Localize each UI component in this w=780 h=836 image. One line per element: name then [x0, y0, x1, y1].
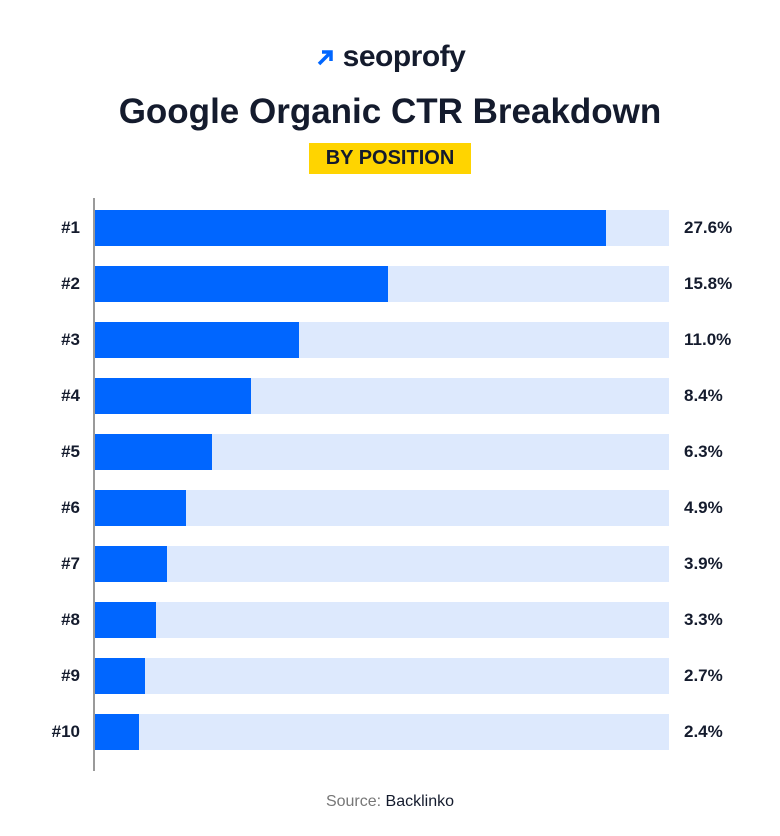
bar [95, 602, 157, 638]
data-label: 2.7% [684, 666, 723, 685]
bar [95, 658, 145, 694]
logo: seoprofy [0, 40, 780, 74]
bar-row: #8 3.3% [0, 602, 780, 638]
bar-track [95, 490, 669, 526]
category-label: #2 [61, 274, 80, 293]
data-label: 3.9% [684, 554, 723, 573]
chart-subtitle: BY POSITION [309, 143, 471, 174]
bar-track [95, 714, 669, 750]
source-label: Source: [325, 793, 382, 810]
bar [95, 322, 299, 358]
data-label: 15.8% [684, 274, 733, 293]
data-label: 11.0% [684, 330, 732, 349]
bar-row: #3 11.0% [0, 322, 780, 358]
bar-row: #5 6.3% [0, 434, 780, 470]
category-label: #7 [61, 554, 80, 573]
data-label: 8.4% [684, 386, 723, 405]
bar [95, 714, 140, 750]
category-label: #1 [61, 218, 80, 237]
category-label: #3 [61, 330, 80, 349]
bar [95, 434, 212, 470]
source-note: Source: Backlinko [0, 793, 780, 811]
bar-track [95, 322, 669, 358]
bar-track [95, 546, 669, 582]
bar-row: #6 4.9% [0, 490, 780, 526]
bar [95, 546, 168, 582]
bar-track [95, 378, 669, 414]
bar [95, 210, 607, 246]
bar-row: #4 8.4% [0, 378, 780, 414]
y-axis-line [93, 198, 95, 771]
data-label: 4.9% [684, 498, 723, 517]
bar-track [95, 210, 669, 246]
arrow-up-right-icon [317, 50, 333, 66]
bar-row: #9 2.7% [0, 658, 780, 694]
bar [95, 378, 251, 414]
bar [95, 266, 388, 302]
category-label: #5 [61, 442, 80, 461]
category-label: #9 [61, 666, 80, 685]
bar [95, 490, 186, 526]
logo-text: seoprofy [342, 40, 466, 73]
bar-track [95, 434, 669, 470]
category-label: #10 [51, 722, 80, 741]
category-label: #6 [61, 498, 80, 517]
bar-track [95, 658, 669, 694]
category-label: #4 [61, 386, 80, 405]
bar-row: #2 15.8% [0, 266, 780, 302]
category-label: #8 [61, 610, 80, 629]
bar-track [95, 602, 669, 638]
bar-row: #1 27.6% [0, 210, 780, 246]
data-label: 2.4% [684, 722, 723, 741]
bar-track [95, 266, 669, 302]
source-value: Backlinko [385, 793, 455, 810]
chart-title: Google Organic CTR Breakdown [118, 92, 662, 131]
data-label: 3.3% [684, 610, 723, 629]
data-label: 27.6% [684, 218, 733, 237]
bar-row: #10 2.4% [0, 714, 780, 750]
bar-row: #7 3.9% [0, 546, 780, 582]
data-label: 6.3% [684, 442, 723, 461]
